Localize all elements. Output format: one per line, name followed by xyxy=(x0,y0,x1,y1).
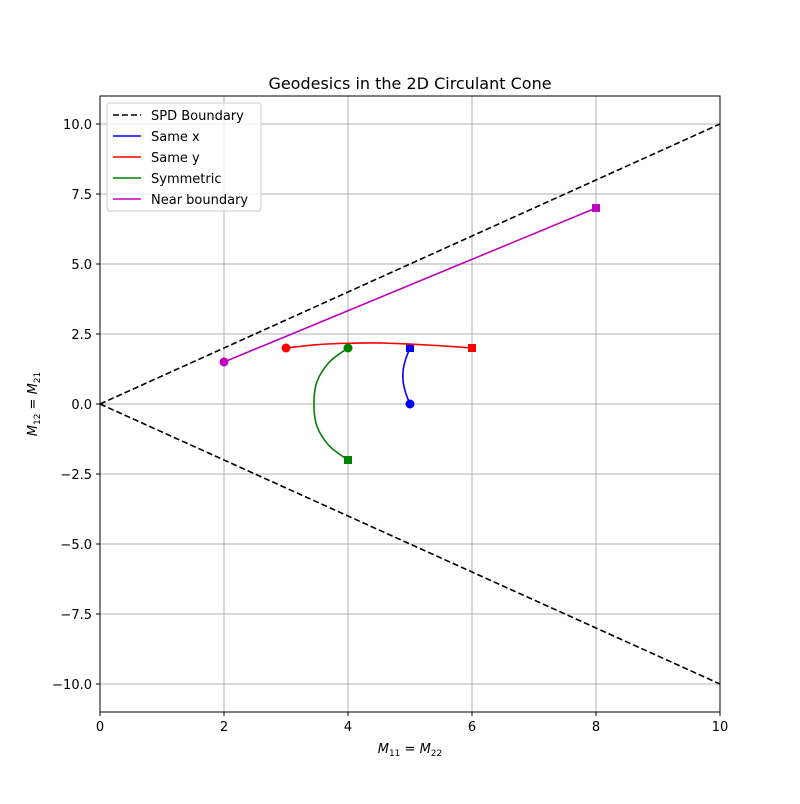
legend-label: Near boundary xyxy=(151,193,248,208)
series-line xyxy=(285,342,473,349)
y-tick-label: −10.0 xyxy=(52,678,92,693)
y-axis-label: M12 = M21 xyxy=(26,372,43,437)
y-tick-label: −7.5 xyxy=(60,608,92,623)
x-tick-label: 0 xyxy=(96,720,104,735)
start-marker xyxy=(281,343,291,353)
y-tick-label: −2.5 xyxy=(60,468,92,483)
legend: SPD Boundary Same x Same y Symmetric Near bo… xyxy=(106,102,262,212)
series-line xyxy=(402,347,411,405)
series-line xyxy=(223,207,597,363)
series-symmetric xyxy=(313,343,353,464)
y-tick-label: −5.0 xyxy=(60,538,92,553)
legend-box xyxy=(106,102,262,212)
end-marker xyxy=(344,456,352,464)
start-marker xyxy=(343,343,353,353)
y-tick-label: 0.0 xyxy=(71,398,92,413)
x-tick-label: 4 xyxy=(344,720,352,735)
end-marker xyxy=(592,204,600,212)
series-near-boundary xyxy=(219,204,600,367)
x-axis-label: M11 = M22 xyxy=(378,742,443,759)
series-line xyxy=(100,123,720,405)
x-tick-label: 6 xyxy=(468,720,476,735)
y-tick-label: 2.5 xyxy=(71,328,92,343)
x-tick-label: 2 xyxy=(220,720,228,735)
chart-title: Geodesics in the 2D Circulant Cone xyxy=(268,74,551,93)
legend-label: Symmetric xyxy=(151,172,221,187)
start-marker xyxy=(405,399,415,409)
legend-label: Same x xyxy=(151,130,200,145)
end-marker xyxy=(406,344,414,352)
series-line xyxy=(313,347,349,461)
series-line xyxy=(100,403,720,685)
y-tick-label: 5.0 xyxy=(71,258,92,273)
legend-label: Same y xyxy=(151,151,200,166)
start-marker xyxy=(219,357,229,367)
y-tick-label: 7.5 xyxy=(71,188,92,203)
series-same-x xyxy=(402,344,415,409)
series-same-y xyxy=(281,342,476,353)
series-spd-boundary xyxy=(100,123,720,685)
ticks: 0 2 4 6 8 10 −10.0 −7.5 −5.0 −2.5 0.0 2.5 5.0 7.5 10.0 xyxy=(52,118,728,735)
legend-label: SPD Boundary xyxy=(151,109,244,124)
x-tick-label: 10 xyxy=(712,720,729,735)
plot-area xyxy=(100,123,720,685)
y-tick-label: 10.0 xyxy=(63,118,92,133)
x-tick-label: 8 xyxy=(592,720,600,735)
end-marker xyxy=(468,344,476,352)
